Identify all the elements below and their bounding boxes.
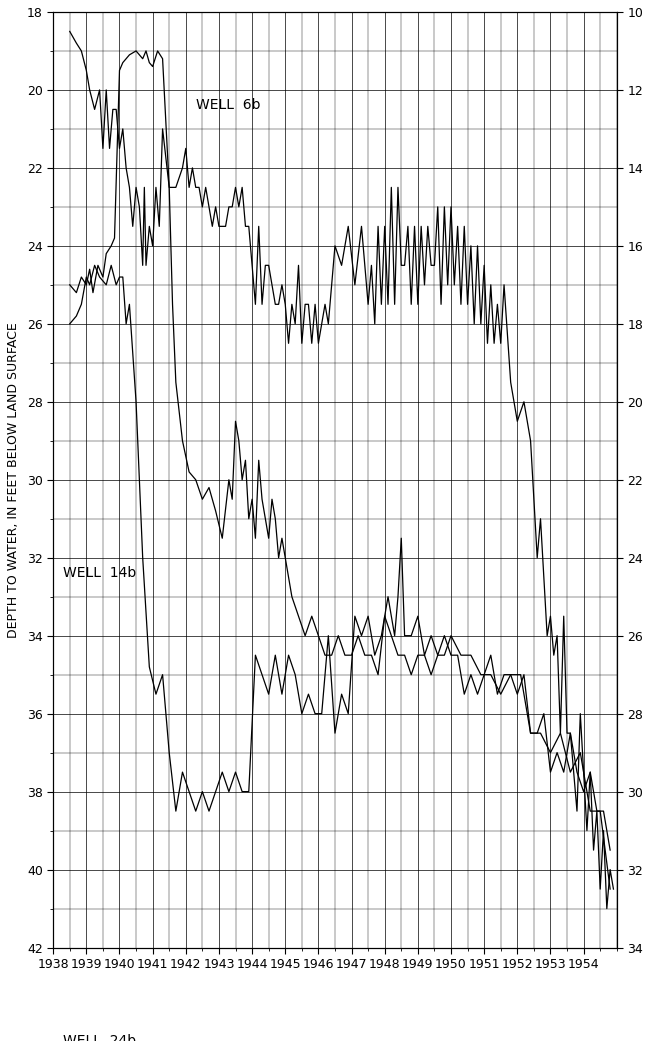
Text: WELL  14b: WELL 14b: [63, 566, 136, 580]
Y-axis label: DEPTH TO WATER, IN FEET BELOW LAND SURFACE: DEPTH TO WATER, IN FEET BELOW LAND SURFA…: [7, 322, 20, 638]
Text: WELL  6b: WELL 6b: [196, 99, 260, 112]
Text: WELL  24b: WELL 24b: [63, 1034, 136, 1041]
